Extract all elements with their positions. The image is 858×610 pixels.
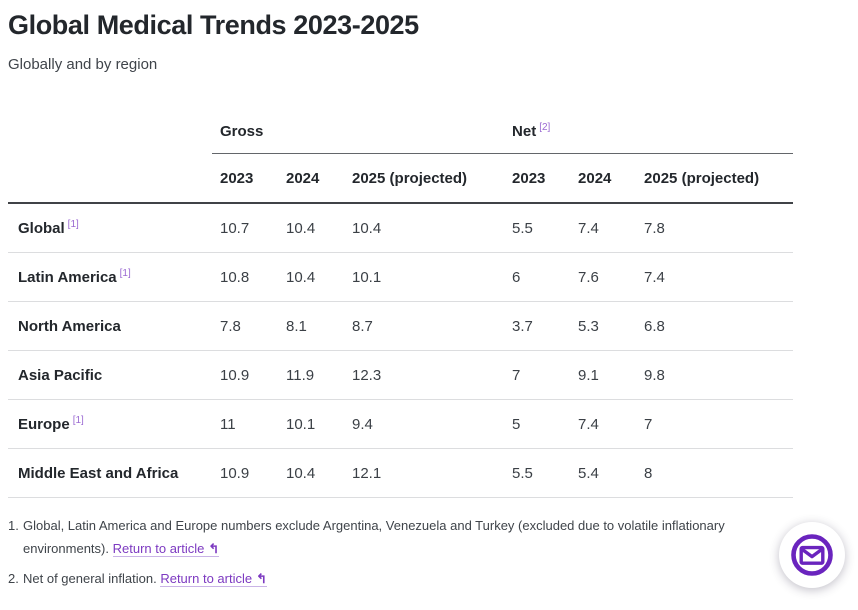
gross-value: 10.9 — [212, 448, 278, 499]
region-label: North America — [8, 301, 212, 352]
region-name: Middle East and Africa — [18, 465, 179, 483]
return-arrow-icon: ↰ — [256, 570, 267, 586]
footnote-number: 2. — [8, 570, 19, 586]
gross-group-label: Gross — [220, 123, 264, 141]
gross-value: 10.4 — [344, 203, 505, 254]
gross-value: 8.1 — [278, 301, 344, 352]
page-subtitle: Globally and by region — [8, 56, 158, 74]
net-value: 5.5 — [504, 203, 571, 254]
net-value: 7.8 — [636, 203, 794, 254]
region-name: North America — [18, 318, 121, 336]
net-value: 5.3 — [570, 301, 637, 352]
net-value: 6 — [504, 252, 571, 303]
net-value: 9.1 — [570, 350, 637, 401]
gross-value: 10.7 — [212, 203, 278, 254]
table-row-europe: Europe [1] 11 10.1 9.4 5 7.4 7 — [8, 399, 794, 450]
table-row-middle-east-and-africa: Middle East and Africa 10.9 10.4 12.1 5.… — [8, 448, 794, 499]
column-header-gross-2023: 2023 — [212, 153, 278, 205]
net-value: 7.4 — [636, 252, 794, 303]
column-group-net: Net [2] — [504, 110, 794, 155]
return-link-label: Return to article — [112, 540, 205, 556]
net-value: 5.5 — [504, 448, 571, 499]
net-value: 3.7 — [504, 301, 571, 352]
net-group-label: Net — [512, 123, 537, 141]
region-label: Middle East and Africa — [8, 448, 212, 499]
page-title: Global Medical Trends 2023-2025 — [8, 10, 419, 40]
region-name: Asia Pacific — [18, 367, 103, 385]
column-header-gross-2024: 2024 — [278, 153, 344, 205]
region-label: Latin America [1] — [8, 252, 212, 303]
net-value: 7 — [636, 399, 794, 450]
group-header-row: Gross Net [2] — [8, 110, 794, 155]
footnote-text-content: Global, Latin America and Europe numbers… — [23, 518, 725, 556]
gross-value: 10.9 — [212, 350, 278, 401]
year-header-row: 2023 2024 2025 (projected) 2023 2024 202… — [8, 153, 794, 205]
column-header-net-2025: 2025 (projected) — [636, 153, 794, 205]
column-header-net-2023: 2023 — [504, 153, 571, 205]
region-label: Asia Pacific — [8, 350, 212, 401]
table-row-global: Global [1] 10.7 10.4 10.4 5.5 7.4 7.8 — [8, 203, 794, 254]
contact-button[interactable] — [779, 522, 845, 588]
gross-value: 11.9 — [278, 350, 344, 401]
region-column-header — [8, 153, 212, 205]
return-to-article-link[interactable]: Return to article ↰ — [160, 570, 267, 587]
gross-value: 10.8 — [212, 252, 278, 303]
table-row-latin-america: Latin America [1] 10.8 10.4 10.1 6 7.6 7.… — [8, 252, 794, 303]
return-to-article-link[interactable]: Return to article ↰ — [112, 540, 220, 557]
footnotes: 1. Global, Latin America and Europe numb… — [8, 515, 758, 590]
table-row-asia-pacific: Asia Pacific 10.9 11.9 12.3 7 9.1 9.8 — [8, 350, 794, 401]
net-value: 7.4 — [570, 203, 637, 254]
gross-value: 10.4 — [278, 252, 344, 303]
net-value: 5.4 — [570, 448, 637, 499]
gross-value: 9.4 — [344, 399, 505, 450]
footnote-ref: [1] — [119, 268, 131, 280]
footnote-ref: [1] — [67, 219, 79, 231]
return-arrow-icon: ↰ — [208, 540, 220, 556]
region-label: Europe [1] — [8, 399, 212, 450]
region-name: Global — [18, 220, 65, 238]
region-label: Global [1] — [8, 203, 212, 254]
footnote-number: 1. — [8, 518, 19, 534]
column-header-net-2024: 2024 — [570, 153, 637, 205]
table-row-north-america: North America 7.8 8.1 8.7 3.7 5.3 6.8 — [8, 301, 794, 352]
footnote-text-content: Net of general inflation. — [23, 570, 157, 586]
net-value: 7.4 — [570, 399, 637, 450]
column-group-gross: Gross — [212, 110, 505, 155]
footnote-text: Net of general inflation. Return to arti… — [23, 568, 758, 591]
footnote-2: 2. Net of general inflation. Return to a… — [8, 568, 758, 591]
medical-trends-table: Gross Net [2] 2023 2024 2025 (projected) … — [8, 110, 794, 499]
gross-value: 10.1 — [278, 399, 344, 450]
region-name: Europe — [18, 416, 70, 434]
gross-value: 12.1 — [344, 448, 505, 499]
net-value: 5 — [504, 399, 571, 450]
net-value: 6.8 — [636, 301, 794, 352]
region-name: Latin America — [18, 269, 117, 287]
gross-value: 12.3 — [344, 350, 505, 401]
net-value: 7.6 — [570, 252, 637, 303]
column-header-gross-2025: 2025 (projected) — [344, 153, 505, 205]
footnote-ref: [2] — [539, 122, 551, 134]
gross-value: 10.1 — [344, 252, 505, 303]
gross-value: 7.8 — [212, 301, 278, 352]
net-value: 7 — [504, 350, 571, 401]
gross-value: 11 — [212, 399, 278, 450]
net-value: 9.8 — [636, 350, 794, 401]
footnote-ref: [1] — [72, 415, 84, 427]
footnote-text: Global, Latin America and Europe numbers… — [23, 515, 758, 561]
gross-value: 10.4 — [278, 203, 344, 254]
gross-value: 10.4 — [278, 448, 344, 499]
net-value: 8 — [636, 448, 794, 499]
gross-value: 8.7 — [344, 301, 505, 352]
envelope-icon — [788, 531, 836, 579]
region-column-spacer — [8, 110, 212, 154]
footnote-1: 1. Global, Latin America and Europe numb… — [8, 515, 758, 561]
return-link-label: Return to article — [160, 570, 253, 586]
